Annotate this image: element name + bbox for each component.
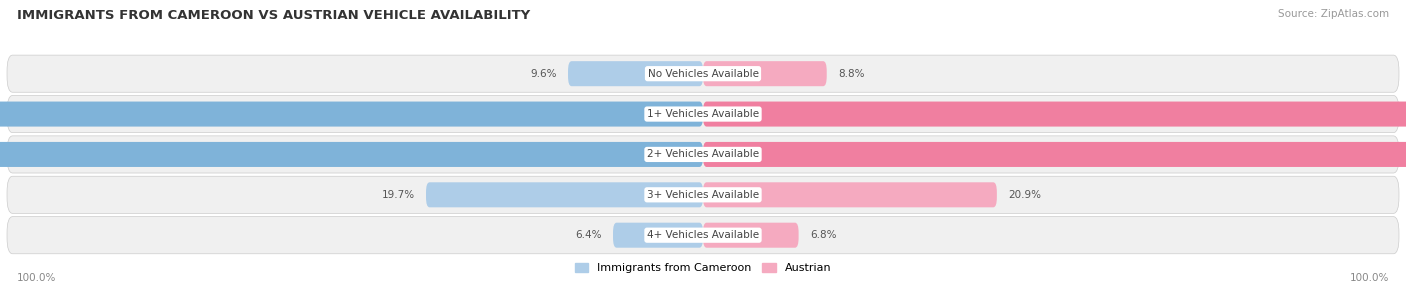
FancyBboxPatch shape	[0, 102, 703, 127]
Text: 1+ Vehicles Available: 1+ Vehicles Available	[647, 109, 759, 119]
Text: 8.8%: 8.8%	[838, 69, 865, 79]
FancyBboxPatch shape	[426, 182, 703, 207]
FancyBboxPatch shape	[568, 61, 703, 86]
Legend: Immigrants from Cameroon, Austrian: Immigrants from Cameroon, Austrian	[571, 259, 835, 278]
FancyBboxPatch shape	[613, 223, 703, 248]
Text: No Vehicles Available: No Vehicles Available	[648, 69, 758, 79]
FancyBboxPatch shape	[703, 102, 1406, 127]
FancyBboxPatch shape	[7, 136, 1399, 173]
Text: 20.9%: 20.9%	[1008, 190, 1040, 200]
FancyBboxPatch shape	[7, 96, 1399, 133]
Text: 9.6%: 9.6%	[530, 69, 557, 79]
FancyBboxPatch shape	[0, 142, 703, 167]
Text: 4+ Vehicles Available: 4+ Vehicles Available	[647, 230, 759, 240]
Text: 19.7%: 19.7%	[381, 190, 415, 200]
Text: 6.8%: 6.8%	[810, 230, 837, 240]
Text: 100.0%: 100.0%	[1350, 273, 1389, 283]
FancyBboxPatch shape	[703, 223, 799, 248]
FancyBboxPatch shape	[7, 217, 1399, 254]
Text: 3+ Vehicles Available: 3+ Vehicles Available	[647, 190, 759, 200]
Text: Source: ZipAtlas.com: Source: ZipAtlas.com	[1278, 9, 1389, 19]
FancyBboxPatch shape	[7, 55, 1399, 92]
FancyBboxPatch shape	[703, 61, 827, 86]
FancyBboxPatch shape	[703, 142, 1406, 167]
Text: 2+ Vehicles Available: 2+ Vehicles Available	[647, 150, 759, 159]
FancyBboxPatch shape	[703, 182, 997, 207]
Text: IMMIGRANTS FROM CAMEROON VS AUSTRIAN VEHICLE AVAILABILITY: IMMIGRANTS FROM CAMEROON VS AUSTRIAN VEH…	[17, 9, 530, 21]
Text: 6.4%: 6.4%	[575, 230, 602, 240]
FancyBboxPatch shape	[7, 176, 1399, 213]
Text: 100.0%: 100.0%	[17, 273, 56, 283]
